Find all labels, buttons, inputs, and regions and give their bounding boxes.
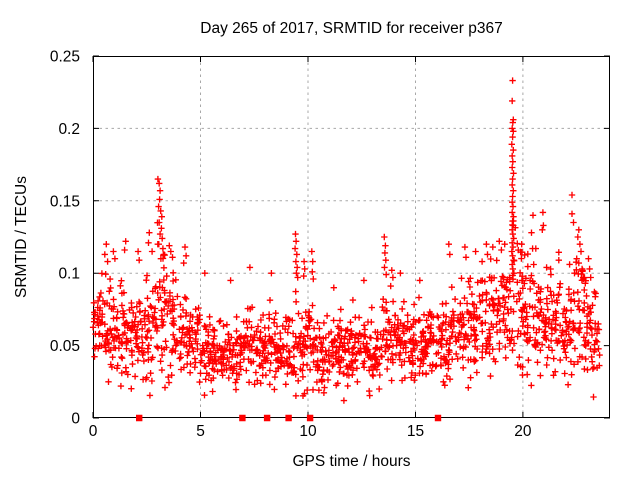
y-tick-label: 0.1 — [58, 266, 80, 283]
scatter-points — [89, 77, 603, 404]
x-tick-label: 0 — [89, 423, 98, 440]
x-tick-label: 5 — [196, 423, 205, 440]
y-tick-label: 0.25 — [50, 49, 80, 66]
chart-title: Day 265 of 2017, SRMTID for receiver p36… — [200, 20, 503, 37]
y-tick-label: 0.15 — [50, 193, 80, 210]
y-tick-label: 0.05 — [50, 338, 80, 355]
zero-markers — [136, 414, 442, 422]
x-tick-label: 15 — [407, 423, 424, 440]
plot-frame — [93, 56, 610, 418]
grid-lines — [93, 56, 610, 418]
x-tick-label: 10 — [299, 423, 317, 440]
x-axis-label: GPS time / hours — [292, 453, 411, 470]
y-tick-label: 0.2 — [58, 121, 80, 138]
x-tick-label: 20 — [514, 423, 532, 440]
y-tick-label: 0 — [71, 411, 80, 428]
